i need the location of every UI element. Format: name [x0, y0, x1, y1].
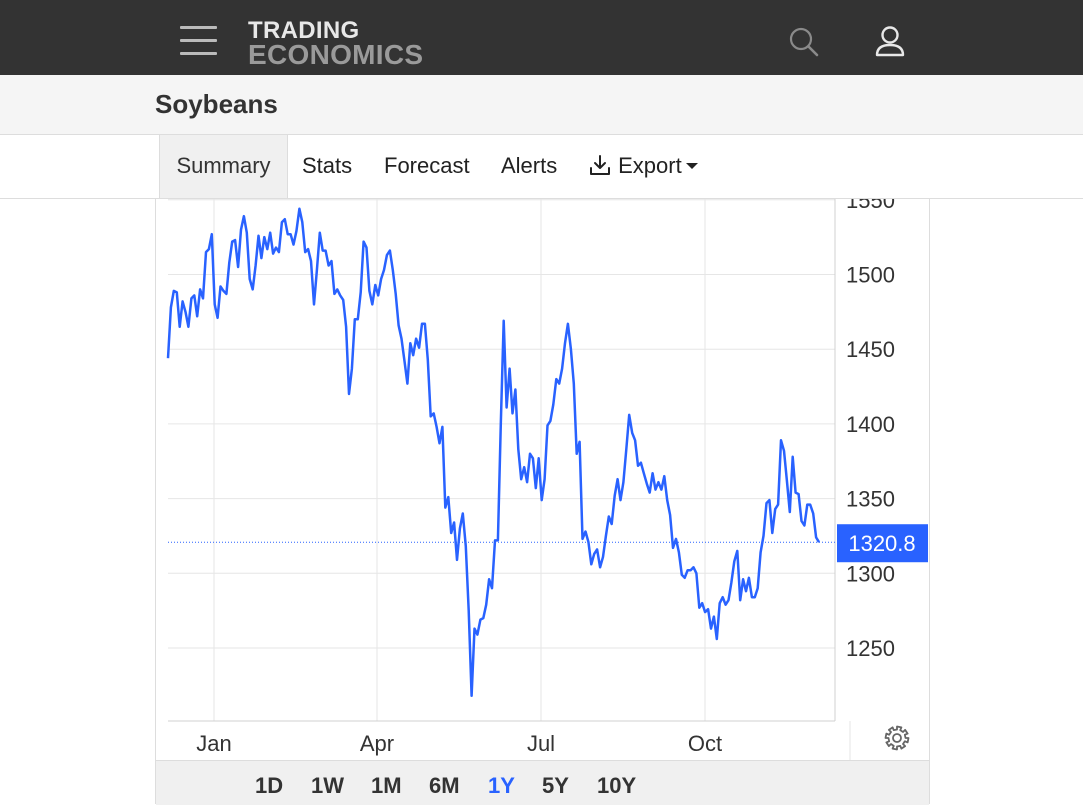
- tab-summary-label: Summary: [176, 153, 271, 178]
- y-tick-label: 1350: [846, 487, 895, 512]
- x-tick-label: Jul: [527, 731, 555, 756]
- page-title-bar: Soybeans: [0, 75, 1083, 135]
- y-tick-label: 1500: [846, 263, 895, 288]
- last-value-badge: [837, 524, 928, 563]
- tab-export-label: Export: [618, 153, 682, 178]
- x-tick-label: Apr: [360, 731, 394, 756]
- top-nav-bar: TRADING ECONOMICS: [0, 0, 1083, 75]
- range-5y-button[interactable]: 5Y: [542, 773, 569, 798]
- tab-alerts[interactable]: Alerts: [501, 135, 557, 198]
- range-1d-button[interactable]: 1D: [255, 773, 284, 798]
- chart-panel: 1250 1300 1350 1400 1450 1500 1550 Jan Apr Jul Oct…: [155, 199, 930, 805]
- range-1m-button[interactable]: 1M: [371, 773, 402, 798]
- tab-stats[interactable]: Stats: [302, 135, 352, 198]
- y-tick-label: 1300: [846, 561, 895, 586]
- tab-forecast[interactable]: Forecast: [384, 135, 470, 198]
- range-6m-button[interactable]: 6M: [429, 773, 460, 798]
- last-value-label: 1320.8: [848, 531, 915, 556]
- search-icon[interactable]: [788, 26, 820, 58]
- hamburger-menu-icon[interactable]: [180, 26, 218, 56]
- download-icon: [590, 154, 610, 175]
- logo-line-2: ECONOMICS: [248, 39, 424, 70]
- price-chart[interactable]: 1250 1300 1350 1400 1450 1500 1550 Jan Apr Jul Oct…: [156, 199, 929, 760]
- y-tick-label: 1250: [846, 636, 895, 661]
- page-title: Soybeans: [155, 89, 278, 119]
- logo-line-1: TRADING: [248, 17, 360, 44]
- tab-bar: Summary Stats Forecast Alerts Export: [0, 135, 1083, 199]
- user-account-icon[interactable]: [874, 25, 906, 59]
- range-selector: 1D 1W 1M 6M 1Y 5Y 10Y: [156, 760, 929, 805]
- x-tick-label: Oct: [688, 731, 722, 756]
- tab-export[interactable]: Export: [588, 135, 698, 198]
- tab-summary[interactable]: Summary: [159, 135, 288, 198]
- range-1y-button[interactable]: 1Y: [488, 773, 515, 798]
- price-series-line: [166, 207, 821, 698]
- site-logo[interactable]: TRADING ECONOMICS: [248, 17, 424, 70]
- y-tick-label: 1550: [846, 199, 895, 213]
- y-tick-label: 1450: [846, 337, 895, 362]
- tab-forecast-label: Forecast: [384, 153, 470, 178]
- chevron-down-icon: [685, 162, 698, 169]
- tab-alerts-label: Alerts: [501, 153, 558, 178]
- y-tick-label: 1400: [846, 412, 895, 437]
- range-1w-button[interactable]: 1W: [311, 773, 344, 798]
- gear-icon[interactable]: [883, 724, 911, 752]
- tab-stats-label: Stats: [302, 153, 353, 178]
- range-10y-button[interactable]: 10Y: [597, 773, 637, 798]
- x-tick-label: Jan: [196, 731, 231, 756]
